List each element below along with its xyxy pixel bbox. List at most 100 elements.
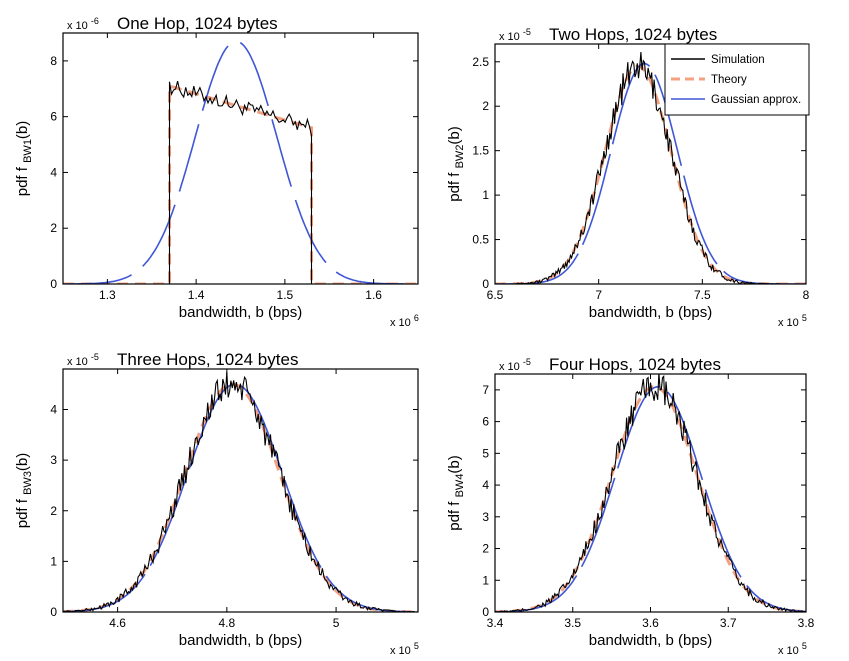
y-tick-label: 2 xyxy=(50,504,57,518)
y-tick-label: 3 xyxy=(482,510,489,524)
y-tick-label: 1 xyxy=(50,554,57,568)
x-axis-exponent: 5 xyxy=(802,313,807,323)
subplot-3: 4.6 4.8 5 0 1 2 3 4 x 10 -5 Three Hops, 1024 byte… xyxy=(14,350,419,657)
y-tick-label: 0.5 xyxy=(472,233,489,247)
y-axis-label: pdf f BW4(b) xyxy=(446,455,466,531)
y-tick-label: 8 xyxy=(50,54,57,68)
x-axis-multiplier: x 10 5 xyxy=(778,313,807,329)
y-tick-label: 1 xyxy=(482,573,489,587)
subplot-title: Three Hops, 1024 bytes xyxy=(117,350,298,369)
y-tick-label: 3 xyxy=(50,453,57,467)
y-axis-multiplier: x 10 -5 xyxy=(499,357,531,373)
y-tick-label: 0 xyxy=(482,605,489,619)
y-axis-exponent: -5 xyxy=(523,27,531,37)
y-axis-exponent: -5 xyxy=(91,352,99,362)
y-tick-label: 0 xyxy=(482,277,489,291)
theory-series-line xyxy=(63,83,418,284)
y-tick-label: 0 xyxy=(50,277,57,291)
x-tick-label: 8 xyxy=(803,288,810,302)
y-axis-label: pdf f BW3(b) xyxy=(14,453,34,529)
plot-area xyxy=(63,371,418,612)
x-tick-label: 3.7 xyxy=(720,616,737,630)
y-axis-multiplier: x 10 -6 xyxy=(67,16,99,32)
y-tick-label: 0 xyxy=(50,605,57,619)
y-tick-label: 5 xyxy=(482,446,489,460)
axes-box xyxy=(62,368,419,613)
x-axis-exponent: 5 xyxy=(414,641,419,651)
x-axis-exponent: 5 xyxy=(802,641,807,651)
y-axis-label-subscript: BW2 xyxy=(454,145,466,169)
gaussian-series-line xyxy=(495,385,806,612)
x-axis-multiplier: x 10 6 xyxy=(390,313,419,329)
subplot-1: 1.3 1.4 1.5 1.6 0 2 4 6 8 x 10 -6 One Hop, 1024 by… xyxy=(14,14,419,329)
y-tick-label: 2.5 xyxy=(472,55,489,69)
x-tick-label: 1.4 xyxy=(188,288,205,302)
legend-label-3: Gaussian approx. xyxy=(711,94,801,106)
theory-series-line xyxy=(495,64,806,284)
x-axis-multiplier: x 10 5 xyxy=(778,641,807,657)
y-axis-label-subscript: BW4 xyxy=(454,474,466,498)
x-tick-label: 4.6 xyxy=(109,616,126,630)
x-axis-label: bandwidth, b (bps) xyxy=(179,632,302,649)
theory-series-line xyxy=(63,382,418,612)
x-axis-label: bandwidth, b (bps) xyxy=(179,304,302,321)
y-axis-label-subscript: BW3 xyxy=(22,471,34,495)
legend: Simulation Theory Gaussian approx. xyxy=(664,43,810,116)
plot-area xyxy=(63,40,418,284)
x-tick-label: 1.5 xyxy=(277,288,294,302)
simulation-series-line xyxy=(63,371,418,612)
x-tick-label: 1.3 xyxy=(99,288,116,302)
x-tick-label: 3.4 xyxy=(487,616,504,630)
y-axis-multiplier: x 10 -5 xyxy=(67,352,99,368)
axes-box xyxy=(494,43,807,285)
subplot-title: Two Hops, 1024 bytes xyxy=(549,25,717,44)
x-axis-exponent: 6 xyxy=(414,313,419,323)
subplot-2: 6.5 7 7.5 8 0 0.5 1 1.5 2 2.5 x 10 -5 Two Hops, 102… xyxy=(446,25,810,329)
axes-box xyxy=(494,373,807,613)
y-tick-label: 4 xyxy=(482,478,489,492)
y-tick-label: 7 xyxy=(482,383,489,397)
x-axis-label: bandwidth, b (bps) xyxy=(589,632,712,649)
y-axis-label: pdf f BW1(b) xyxy=(14,121,34,197)
gaussian-series-line xyxy=(63,40,418,284)
x-axis-label: bandwidth, b (bps) xyxy=(589,304,712,321)
legend-label-1: Simulation xyxy=(711,54,765,66)
plot-area xyxy=(495,374,806,612)
y-tick-label: 1 xyxy=(482,188,489,202)
x-tick-label: 4.8 xyxy=(219,616,236,630)
y-tick-label: 1.5 xyxy=(472,144,489,158)
theory-series-line xyxy=(495,385,806,612)
x-tick-label: 3.6 xyxy=(642,616,659,630)
y-tick-label: 6 xyxy=(50,110,57,124)
x-tick-label: 3.5 xyxy=(564,616,581,630)
gaussian-series-line xyxy=(63,383,418,612)
y-tick-label: 2 xyxy=(50,221,57,235)
x-tick-label: 6.5 xyxy=(487,288,504,302)
subplot-title: One Hop, 1024 bytes xyxy=(117,14,278,33)
y-tick-label: 6 xyxy=(482,415,489,429)
y-axis-multiplier: x 10 -5 xyxy=(499,27,531,43)
simulation-series-line xyxy=(63,80,418,284)
subplot-title: Four Hops, 1024 bytes xyxy=(549,355,721,374)
simulation-series-line xyxy=(495,374,806,612)
y-axis-label-end: (b) xyxy=(14,453,31,471)
y-tick-label: 2 xyxy=(482,99,489,113)
y-axis-exponent: -6 xyxy=(91,16,99,26)
subplot-4: 3.4 3.5 3.6 3.7 3.8 0 1 2 3 4 5 6 7 x 10 -5 Four Hops,… xyxy=(446,355,815,657)
y-axis-label-end: (b) xyxy=(446,126,463,144)
legend-label-2: Theory xyxy=(711,74,747,86)
y-tick-label: 4 xyxy=(50,165,57,179)
x-tick-label: 1.6 xyxy=(365,288,382,302)
y-axis-label-end: (b) xyxy=(14,121,31,139)
y-axis-label-subscript: BW1 xyxy=(22,139,34,163)
y-tick-label: 2 xyxy=(482,542,489,556)
x-tick-label: 7 xyxy=(595,288,602,302)
axes-box xyxy=(62,32,419,285)
x-axis-multiplier: x 10 5 xyxy=(390,641,419,657)
y-axis-label-end: (b) xyxy=(446,455,463,473)
x-tick-label: 3.8 xyxy=(798,616,815,630)
y-axis-exponent: -5 xyxy=(523,357,531,367)
x-tick-label: 7.5 xyxy=(694,288,711,302)
y-axis-label: pdf f BW2(b) xyxy=(446,126,466,202)
